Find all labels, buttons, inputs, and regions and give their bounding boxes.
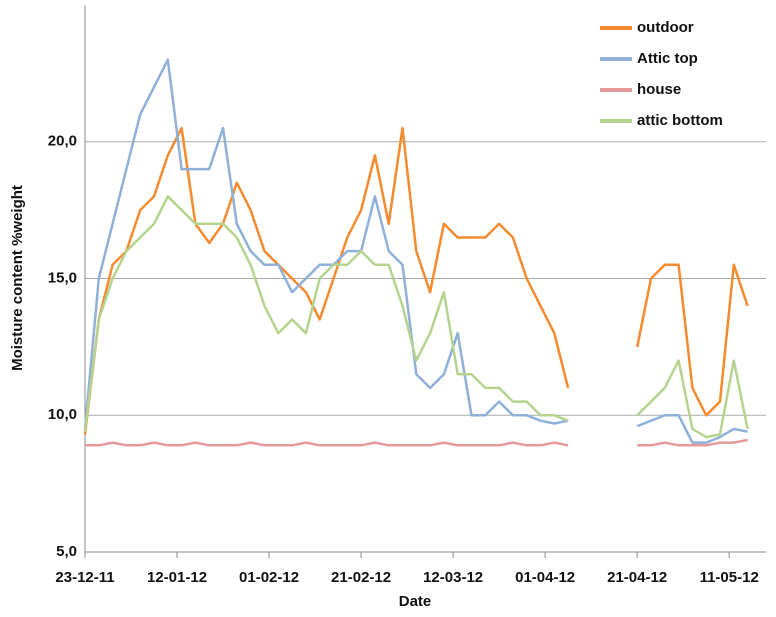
x-tick-label: 01-04-12 [515,569,575,586]
x-tick-label: 11-05-12 [700,569,759,586]
series-line [83,126,749,435]
x-tick-label: 23-12-11 [55,569,114,586]
x-tick-label: 12-03-12 [423,569,483,586]
x-axis-label: Date [399,593,432,610]
y-tick-label: 5,0 [56,543,77,560]
legend-label: outdoor [637,19,694,36]
x-tick-label: 21-04-12 [607,569,667,586]
x-tick-label: 12-01-12 [147,569,207,586]
series-line [85,438,748,447]
series-line [83,58,748,444]
legend-label: house [637,81,681,98]
legend-label: Attic top [637,50,698,67]
legend-label: attic bottom [637,112,723,129]
y-tick-label: 15,0 [48,269,77,286]
x-tick-label: 01-02-12 [239,569,299,586]
y-tick-label: 20,0 [48,133,77,150]
y-axis-label: Moisture content %weight [9,185,26,371]
y-tick-label: 10,0 [48,406,77,423]
series-line [83,195,749,439]
x-tick-label: 21-02-12 [331,569,391,586]
